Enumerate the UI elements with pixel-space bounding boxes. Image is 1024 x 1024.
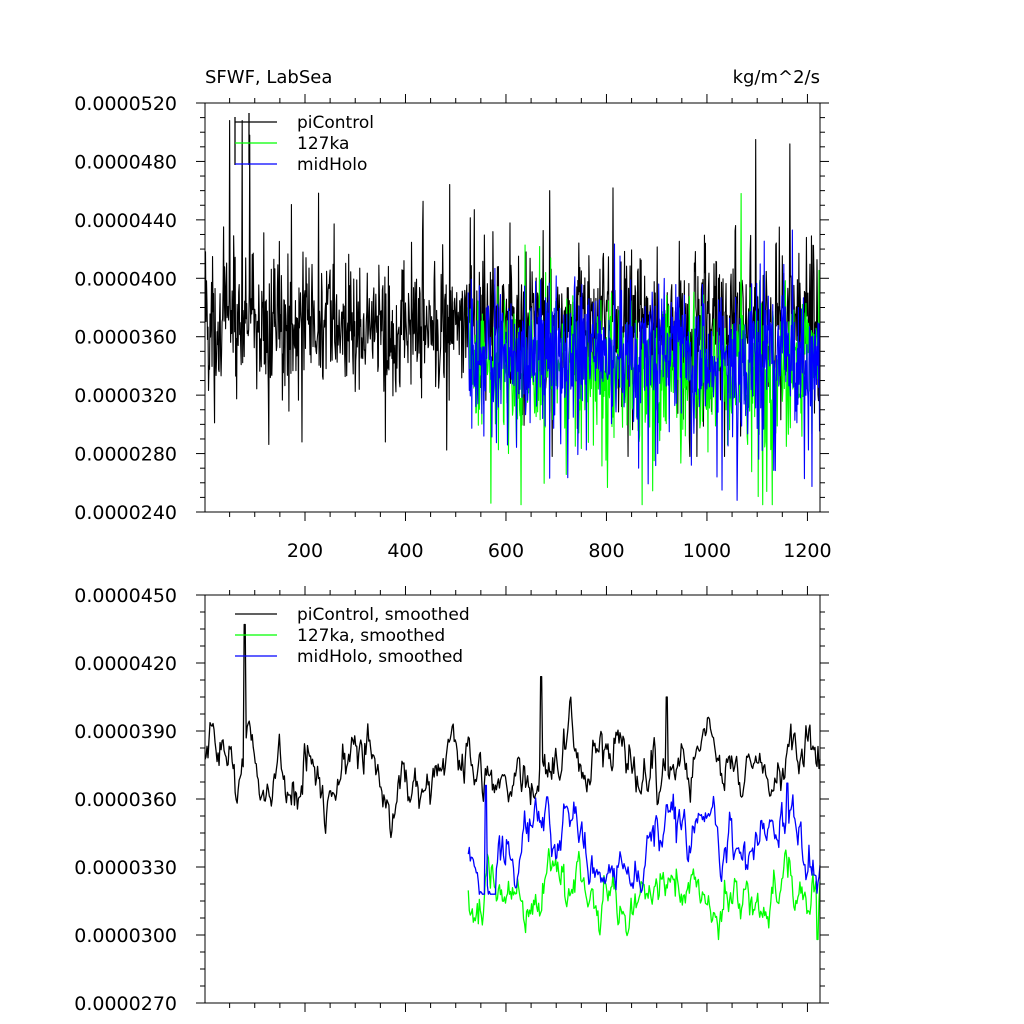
x-tick-label: 400: [387, 540, 423, 562]
y-tick-label: 0.0000330: [74, 857, 177, 879]
legend-label: 127ka, smoothed: [297, 626, 445, 646]
legend-label: midHolo, smoothed: [297, 647, 463, 667]
y-tick-label: 0.0000520: [74, 93, 177, 115]
chart-title: SFWF, LabSea: [205, 67, 332, 88]
legend-label: piControl: [297, 113, 374, 133]
y-tick-label: 0.0000280: [74, 444, 177, 466]
y-tick-label: 0.0000320: [74, 385, 177, 407]
x-tick-label: 1000: [683, 540, 731, 562]
y-tick-label: 0.0000440: [74, 210, 177, 232]
x-tick-label: 600: [488, 540, 524, 562]
x-tick-label: 1200: [783, 540, 831, 562]
y-tick-label: 0.0000400: [74, 268, 177, 290]
y-tick-label: 0.0000420: [74, 653, 177, 675]
series-line-midholo: [467, 782, 821, 895]
x-tick-label: 800: [588, 540, 624, 562]
y-tick-label: 0.0000270: [74, 993, 177, 1015]
legend-label: piControl, smoothed: [297, 605, 470, 625]
units-label: kg/m^2/s: [733, 67, 820, 88]
x-tick-label: 200: [287, 540, 323, 562]
y-tick-label: 0.0000480: [74, 151, 177, 173]
y-tick-label: 0.0000360: [74, 789, 177, 811]
y-tick-label: 0.0000450: [74, 585, 177, 607]
legend-label: 127ka: [297, 134, 349, 154]
series-line-picontrol: [204, 623, 821, 839]
y-tick-label: 0.0000360: [74, 327, 177, 349]
series-line-midholo: [467, 229, 821, 501]
y-tick-label: 0.0000390: [74, 721, 177, 743]
series-line-127ka: [467, 848, 821, 941]
top-panel: 0.0000240 0.0000280 0.0000320 0.0000360 0.00…: [74, 67, 831, 562]
legend-label: midHolo: [297, 155, 367, 175]
y-tick-label: 0.0000300: [74, 925, 177, 947]
y-tick-label: 0.0000240: [74, 502, 177, 524]
bottom-panel: 0.0000270 0.0000300 0.0000330 0.0000360 0.00…: [74, 585, 829, 1015]
